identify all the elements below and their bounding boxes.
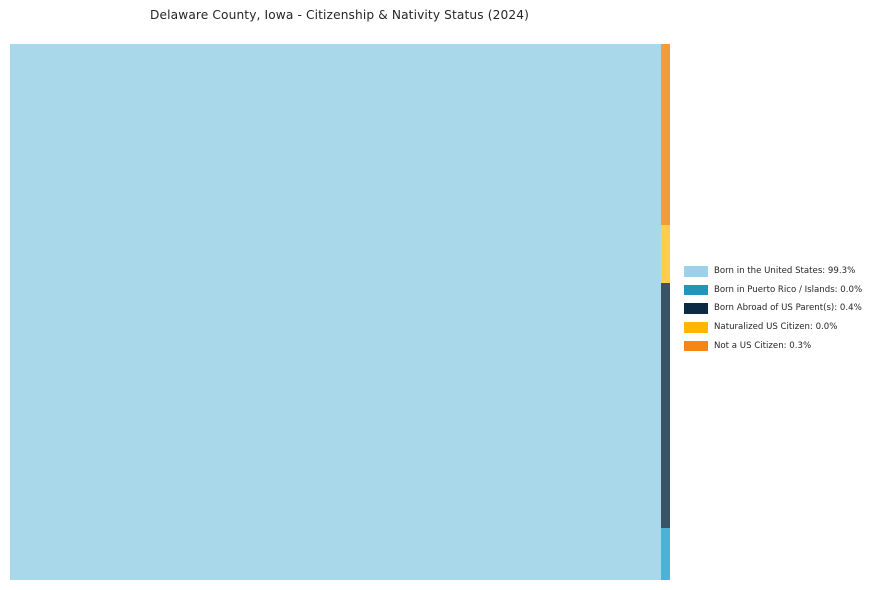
legend-item[interactable]: Born in Puerto Rico / Islands: 0.0% — [684, 281, 884, 300]
legend-item-label: Born Abroad of US Parent(s): 0.4% — [714, 303, 862, 314]
treemap-tile[interactable] — [661, 283, 670, 528]
chart-legend: Born in the United States: 99.3% Born in … — [684, 262, 884, 355]
treemap-tile[interactable] — [10, 44, 661, 580]
legend-item-label: Naturalized US Citizen: 0.0% — [714, 322, 838, 333]
treemap-tile[interactable] — [661, 225, 670, 283]
legend-swatch-icon — [684, 284, 708, 296]
treemap-tile[interactable] — [661, 44, 670, 225]
legend-swatch-icon — [684, 340, 708, 352]
legend-item[interactable]: Naturalized US Citizen: 0.0% — [684, 318, 884, 337]
chart-title: Delaware County, Iowa - Citizenship & Na… — [150, 8, 529, 22]
legend-swatch-icon — [684, 322, 708, 333]
treemap-tile[interactable] — [661, 528, 670, 580]
legend-item[interactable]: Born in the United States: 99.3% — [684, 262, 884, 281]
legend-item-label: Born in Puerto Rico / Islands: 0.0% — [714, 284, 863, 295]
legend-item-label: Born in the United States: 99.3% — [714, 266, 856, 277]
legend-item-label: Not a US Citizen: 0.3% — [714, 340, 812, 351]
legend-item[interactable]: Not a US Citizen: 0.3% — [684, 337, 884, 356]
treemap-plot-area — [10, 44, 670, 580]
legend-swatch-icon — [684, 303, 708, 314]
legend-swatch-icon — [684, 266, 708, 277]
legend-item[interactable]: Born Abroad of US Parent(s): 0.4% — [684, 299, 884, 318]
